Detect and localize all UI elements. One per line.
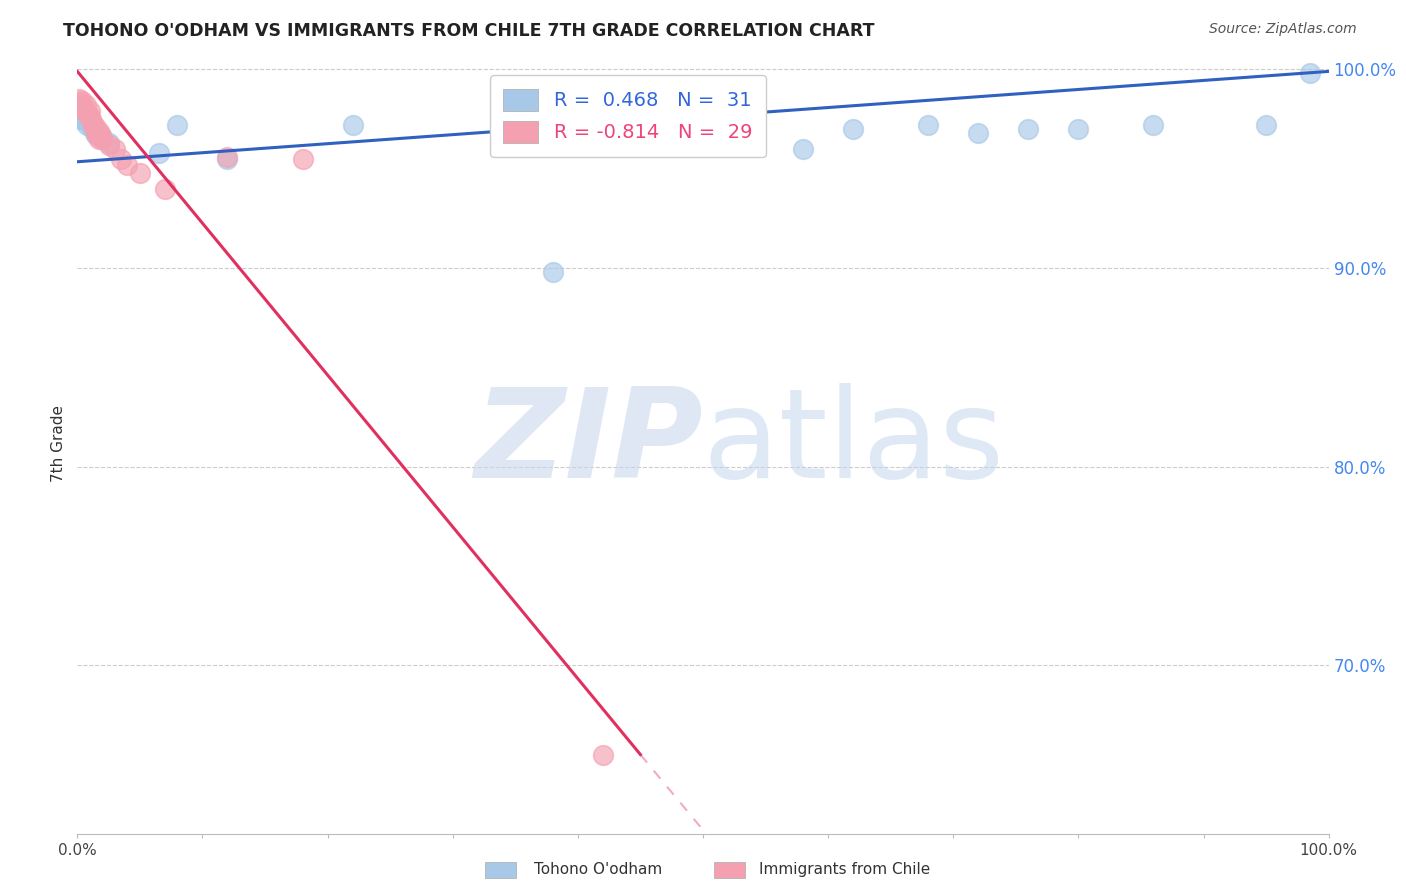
Point xyxy=(153,181,176,195)
Point xyxy=(84,126,107,140)
Point xyxy=(82,118,104,132)
Point xyxy=(917,118,939,132)
Point xyxy=(69,106,91,120)
Text: Source: ZipAtlas.com: Source: ZipAtlas.com xyxy=(1209,22,1357,37)
Point xyxy=(72,112,94,126)
Point xyxy=(217,150,239,164)
Point xyxy=(792,142,814,156)
Point xyxy=(97,136,120,150)
Point xyxy=(110,152,132,166)
Point xyxy=(76,118,98,132)
Point xyxy=(75,112,97,126)
Point xyxy=(97,137,120,152)
Point xyxy=(83,122,105,136)
Point xyxy=(342,118,364,132)
Point xyxy=(592,747,614,762)
Point xyxy=(73,110,96,124)
Point xyxy=(291,152,314,166)
Point xyxy=(83,126,105,140)
Text: TOHONO O'ODHAM VS IMMIGRANTS FROM CHILE 7TH GRADE CORRELATION CHART: TOHONO O'ODHAM VS IMMIGRANTS FROM CHILE … xyxy=(63,22,875,40)
Point xyxy=(67,112,90,126)
Point xyxy=(83,122,105,136)
Point xyxy=(77,114,100,128)
Point xyxy=(129,166,152,180)
Text: Immigrants from Chile: Immigrants from Chile xyxy=(759,863,931,877)
Point xyxy=(82,116,104,130)
Point xyxy=(87,132,110,146)
Legend: R =  0.468   N =  31, R = -0.814   N =  29: R = 0.468 N = 31, R = -0.814 N = 29 xyxy=(489,75,766,157)
Point xyxy=(83,118,105,132)
Point xyxy=(86,122,108,136)
Point xyxy=(1254,118,1277,132)
Text: atlas: atlas xyxy=(703,384,1005,504)
Point xyxy=(69,96,91,111)
Point xyxy=(77,108,100,122)
Point xyxy=(166,118,188,132)
Point xyxy=(541,265,564,279)
Point xyxy=(73,104,96,119)
Point xyxy=(91,132,114,146)
Point xyxy=(1299,66,1322,80)
Text: ZIP: ZIP xyxy=(474,384,703,504)
Point xyxy=(90,130,112,145)
Point xyxy=(89,126,111,140)
Point xyxy=(70,102,93,116)
Point xyxy=(72,94,94,108)
Point xyxy=(842,122,865,136)
Point xyxy=(117,158,139,172)
Y-axis label: 7th Grade: 7th Grade xyxy=(51,405,66,483)
Point xyxy=(80,112,103,126)
Point xyxy=(80,120,103,134)
Point xyxy=(1017,122,1039,136)
Point xyxy=(72,102,94,116)
Point xyxy=(84,128,107,142)
Point xyxy=(1142,118,1164,132)
Point xyxy=(79,112,101,126)
Point xyxy=(148,145,170,160)
Point xyxy=(967,126,990,140)
Point xyxy=(1067,122,1090,136)
Point xyxy=(70,98,93,112)
Point xyxy=(217,152,239,166)
Point xyxy=(67,92,90,106)
Point xyxy=(79,104,101,119)
Point xyxy=(76,106,98,120)
Text: Tohono O'odham: Tohono O'odham xyxy=(534,863,662,877)
Point xyxy=(104,142,127,156)
Point xyxy=(72,106,94,120)
Point xyxy=(75,98,97,112)
Point xyxy=(91,130,114,145)
